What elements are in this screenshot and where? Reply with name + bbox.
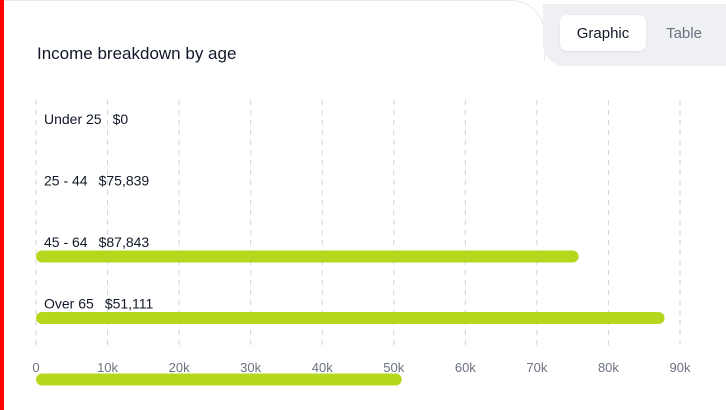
value-label: $87,843 <box>99 234 150 250</box>
category-label: 25 - 44 <box>44 173 88 189</box>
left-edge-accent <box>0 0 4 410</box>
table-tab-button[interactable]: Table <box>650 15 718 51</box>
value-label: $0 <box>113 111 129 127</box>
x-tick-label: 10k <box>97 360 118 375</box>
x-tick-label: 50k <box>383 360 404 375</box>
x-tick-label: 40k <box>312 360 333 375</box>
x-tick-label: 0 <box>32 360 39 375</box>
x-tick-label: 80k <box>598 360 619 375</box>
x-tick-label: 90k <box>670 360 691 375</box>
bar <box>36 250 579 263</box>
graphic-tab-button[interactable]: Graphic <box>560 15 646 51</box>
category-label: Over 65 <box>44 296 94 312</box>
value-label: $51,111 <box>105 296 154 312</box>
x-tick-label: 30k <box>240 360 261 375</box>
bar <box>36 312 665 324</box>
category-label: Under 25 <box>44 111 102 127</box>
category-label: 45 - 64 <box>44 234 88 250</box>
x-tick-label: 60k <box>455 360 476 375</box>
x-tick-label: 70k <box>526 360 547 375</box>
x-tick-label: 20k <box>169 360 190 375</box>
bar <box>36 373 402 386</box>
value-label: $75,839 <box>99 173 150 189</box>
chart-title: Income breakdown by age <box>37 44 237 63</box>
